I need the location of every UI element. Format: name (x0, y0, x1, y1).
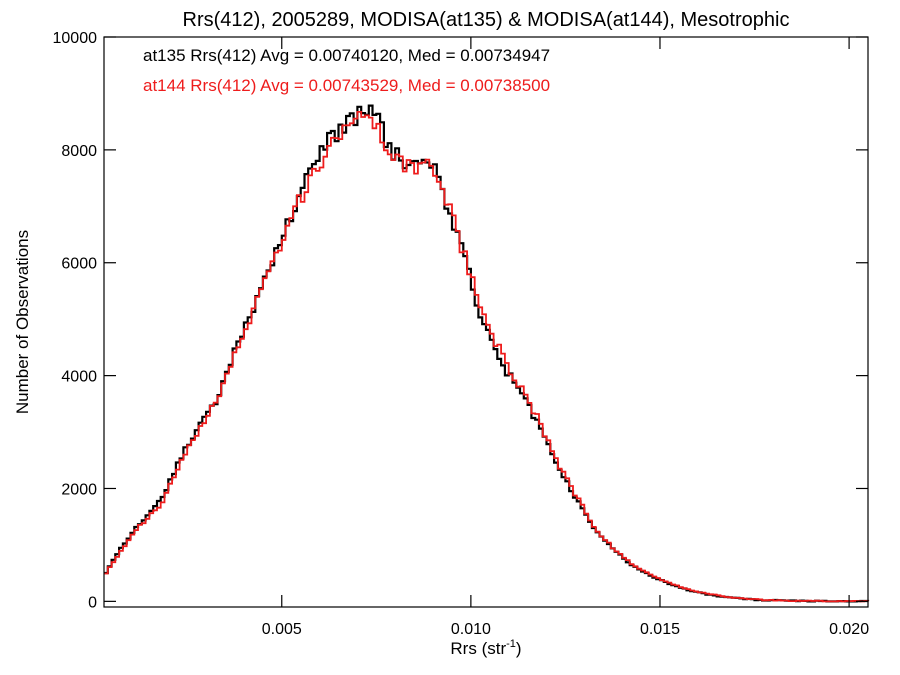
series-layer (104, 104, 870, 603)
x-tick-label: 0.015 (640, 621, 680, 638)
x-axis-label-close: ) (516, 639, 522, 658)
y-tick-label: 4000 (61, 369, 97, 386)
x-tick-label: 0.020 (829, 621, 869, 638)
x-axis-label: Rrs (str-1) (450, 638, 521, 658)
y-tick-label: 10000 (53, 30, 98, 47)
y-axis-ticks: 0 2000 4000 6000 8000 10000 (53, 30, 868, 611)
x-tick-label: 0.010 (451, 621, 491, 638)
series-at144-line (104, 111, 869, 603)
x-axis-label-superscript: -1 (506, 638, 516, 650)
series-at135-line (104, 104, 870, 603)
y-tick-label: 8000 (61, 143, 97, 160)
chart-title: Rrs(412), 2005289, MODISA(at135) & MODIS… (183, 9, 790, 31)
x-tick-label: 0.005 (262, 621, 302, 638)
y-axis-label: Number of Observations (13, 230, 32, 414)
annotation-at135-stats: at135 Rrs(412) Avg = 0.00740120, Med = 0… (143, 46, 550, 65)
y-tick-label: 0 (88, 594, 97, 611)
y-tick-label: 2000 (61, 481, 97, 498)
stats-annotations: at135 Rrs(412) Avg = 0.00740120, Med = 0… (143, 46, 550, 95)
x-axis-ticks: 0.005 0.010 0.015 0.020 (262, 37, 869, 638)
x-axis-label-text: Rrs (str (450, 639, 506, 658)
plot-frame (103, 36, 869, 608)
y-tick-label: 6000 (61, 256, 97, 273)
annotation-at144-stats: at144 Rrs(412) Avg = 0.00743529, Med = 0… (143, 76, 550, 95)
